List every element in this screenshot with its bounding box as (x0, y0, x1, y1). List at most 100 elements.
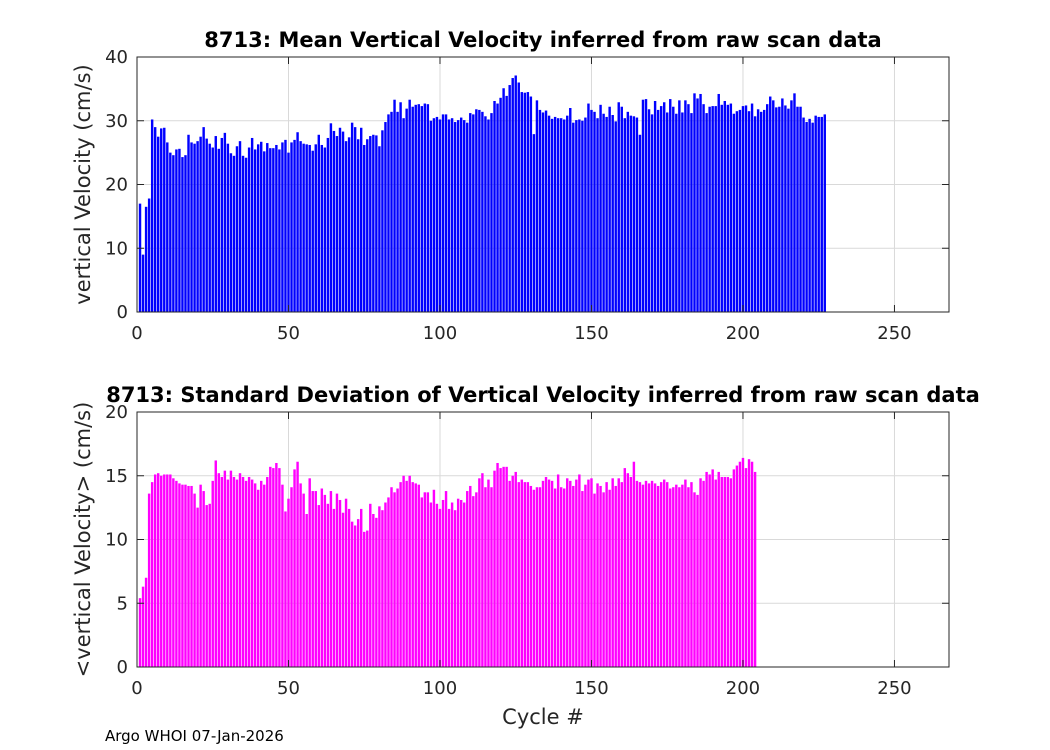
bar (202, 491, 205, 667)
bar (190, 485, 193, 667)
bar (623, 468, 627, 667)
bar (263, 151, 266, 312)
bar (466, 491, 469, 667)
bar (369, 503, 372, 667)
bar (290, 487, 293, 667)
bar (393, 99, 396, 313)
bar (211, 480, 214, 667)
x-tick-label: 0 (131, 323, 142, 344)
bar (157, 136, 160, 312)
bar (247, 477, 251, 667)
bar (299, 483, 302, 667)
bar (302, 143, 305, 312)
x-tick-label: 100 (423, 323, 457, 344)
bar (729, 478, 733, 667)
bar (341, 131, 345, 312)
bar (575, 479, 578, 667)
bar (756, 109, 760, 313)
bar (335, 136, 339, 312)
bar (684, 100, 687, 312)
bar (453, 122, 457, 312)
bar (638, 482, 642, 668)
bar (599, 104, 602, 312)
bar (820, 116, 823, 312)
bar (735, 111, 739, 312)
y-tick-label: 15 (105, 466, 128, 487)
bar (535, 100, 539, 312)
bar (238, 141, 242, 312)
bar (235, 146, 239, 312)
bar (196, 141, 199, 312)
bar (302, 493, 305, 667)
bar (581, 491, 584, 667)
bar (414, 104, 417, 312)
bar (441, 499, 445, 667)
bar (805, 122, 808, 312)
bar (323, 147, 327, 312)
y-axis-label: <vertical Velocity> (cm/s) (71, 402, 95, 678)
bar (696, 494, 699, 668)
bar (781, 98, 784, 312)
bar (732, 469, 736, 668)
x-tick-label: 0 (131, 678, 142, 699)
bar (444, 114, 448, 313)
bar (772, 100, 775, 312)
bar (556, 474, 560, 667)
bar (329, 123, 333, 312)
bar (484, 487, 487, 667)
bar (199, 136, 202, 312)
bar (672, 487, 675, 667)
bar (520, 92, 523, 312)
bar (281, 142, 284, 312)
bar (353, 127, 357, 313)
bar (223, 132, 227, 312)
bar (408, 99, 411, 313)
bar (547, 479, 551, 667)
footer-text: Argo WHOI 07-Jan-2026 (105, 727, 284, 745)
bar (178, 483, 181, 667)
y-tick-label: 10 (105, 530, 128, 551)
bar (796, 106, 799, 312)
bar (523, 482, 527, 668)
bar (147, 198, 151, 312)
bar (559, 118, 563, 312)
bar (714, 479, 717, 667)
bar (687, 487, 690, 667)
bar (184, 155, 187, 312)
bar (423, 103, 427, 312)
bar (738, 109, 742, 312)
bar (656, 109, 660, 312)
bar (487, 479, 490, 667)
bar (662, 479, 666, 667)
bar (596, 118, 599, 312)
bar (669, 488, 672, 667)
bar (741, 457, 745, 667)
bar (575, 120, 578, 312)
bar (672, 106, 675, 312)
bar (226, 479, 230, 667)
bar (214, 460, 217, 667)
bar (587, 103, 590, 312)
bar (160, 128, 163, 312)
bar (653, 100, 657, 313)
bar (408, 475, 411, 667)
bar (584, 484, 587, 667)
bar (320, 144, 324, 312)
bar (253, 149, 257, 312)
bar (605, 116, 608, 312)
bar (699, 478, 702, 667)
bar (553, 488, 557, 667)
bar (720, 104, 723, 312)
bar (235, 479, 239, 667)
bar (578, 474, 581, 667)
bar (390, 111, 393, 312)
bar (160, 475, 163, 667)
bar (208, 143, 211, 312)
bar (472, 496, 475, 667)
bar (720, 477, 723, 667)
bar (520, 479, 523, 667)
bar (232, 477, 236, 667)
bar (150, 482, 154, 668)
bar (750, 103, 754, 312)
bar (256, 144, 260, 312)
